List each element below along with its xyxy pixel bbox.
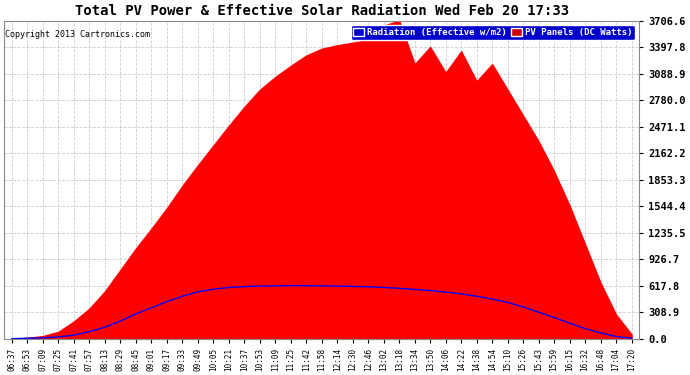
- Text: Copyright 2013 Cartronics.com: Copyright 2013 Cartronics.com: [6, 30, 150, 39]
- Title: Total PV Power & Effective Solar Radiation Wed Feb 20 17:33: Total PV Power & Effective Solar Radiati…: [75, 4, 569, 18]
- Legend: Radiation (Effective w/m2), PV Panels (DC Watts): Radiation (Effective w/m2), PV Panels (D…: [351, 25, 635, 40]
